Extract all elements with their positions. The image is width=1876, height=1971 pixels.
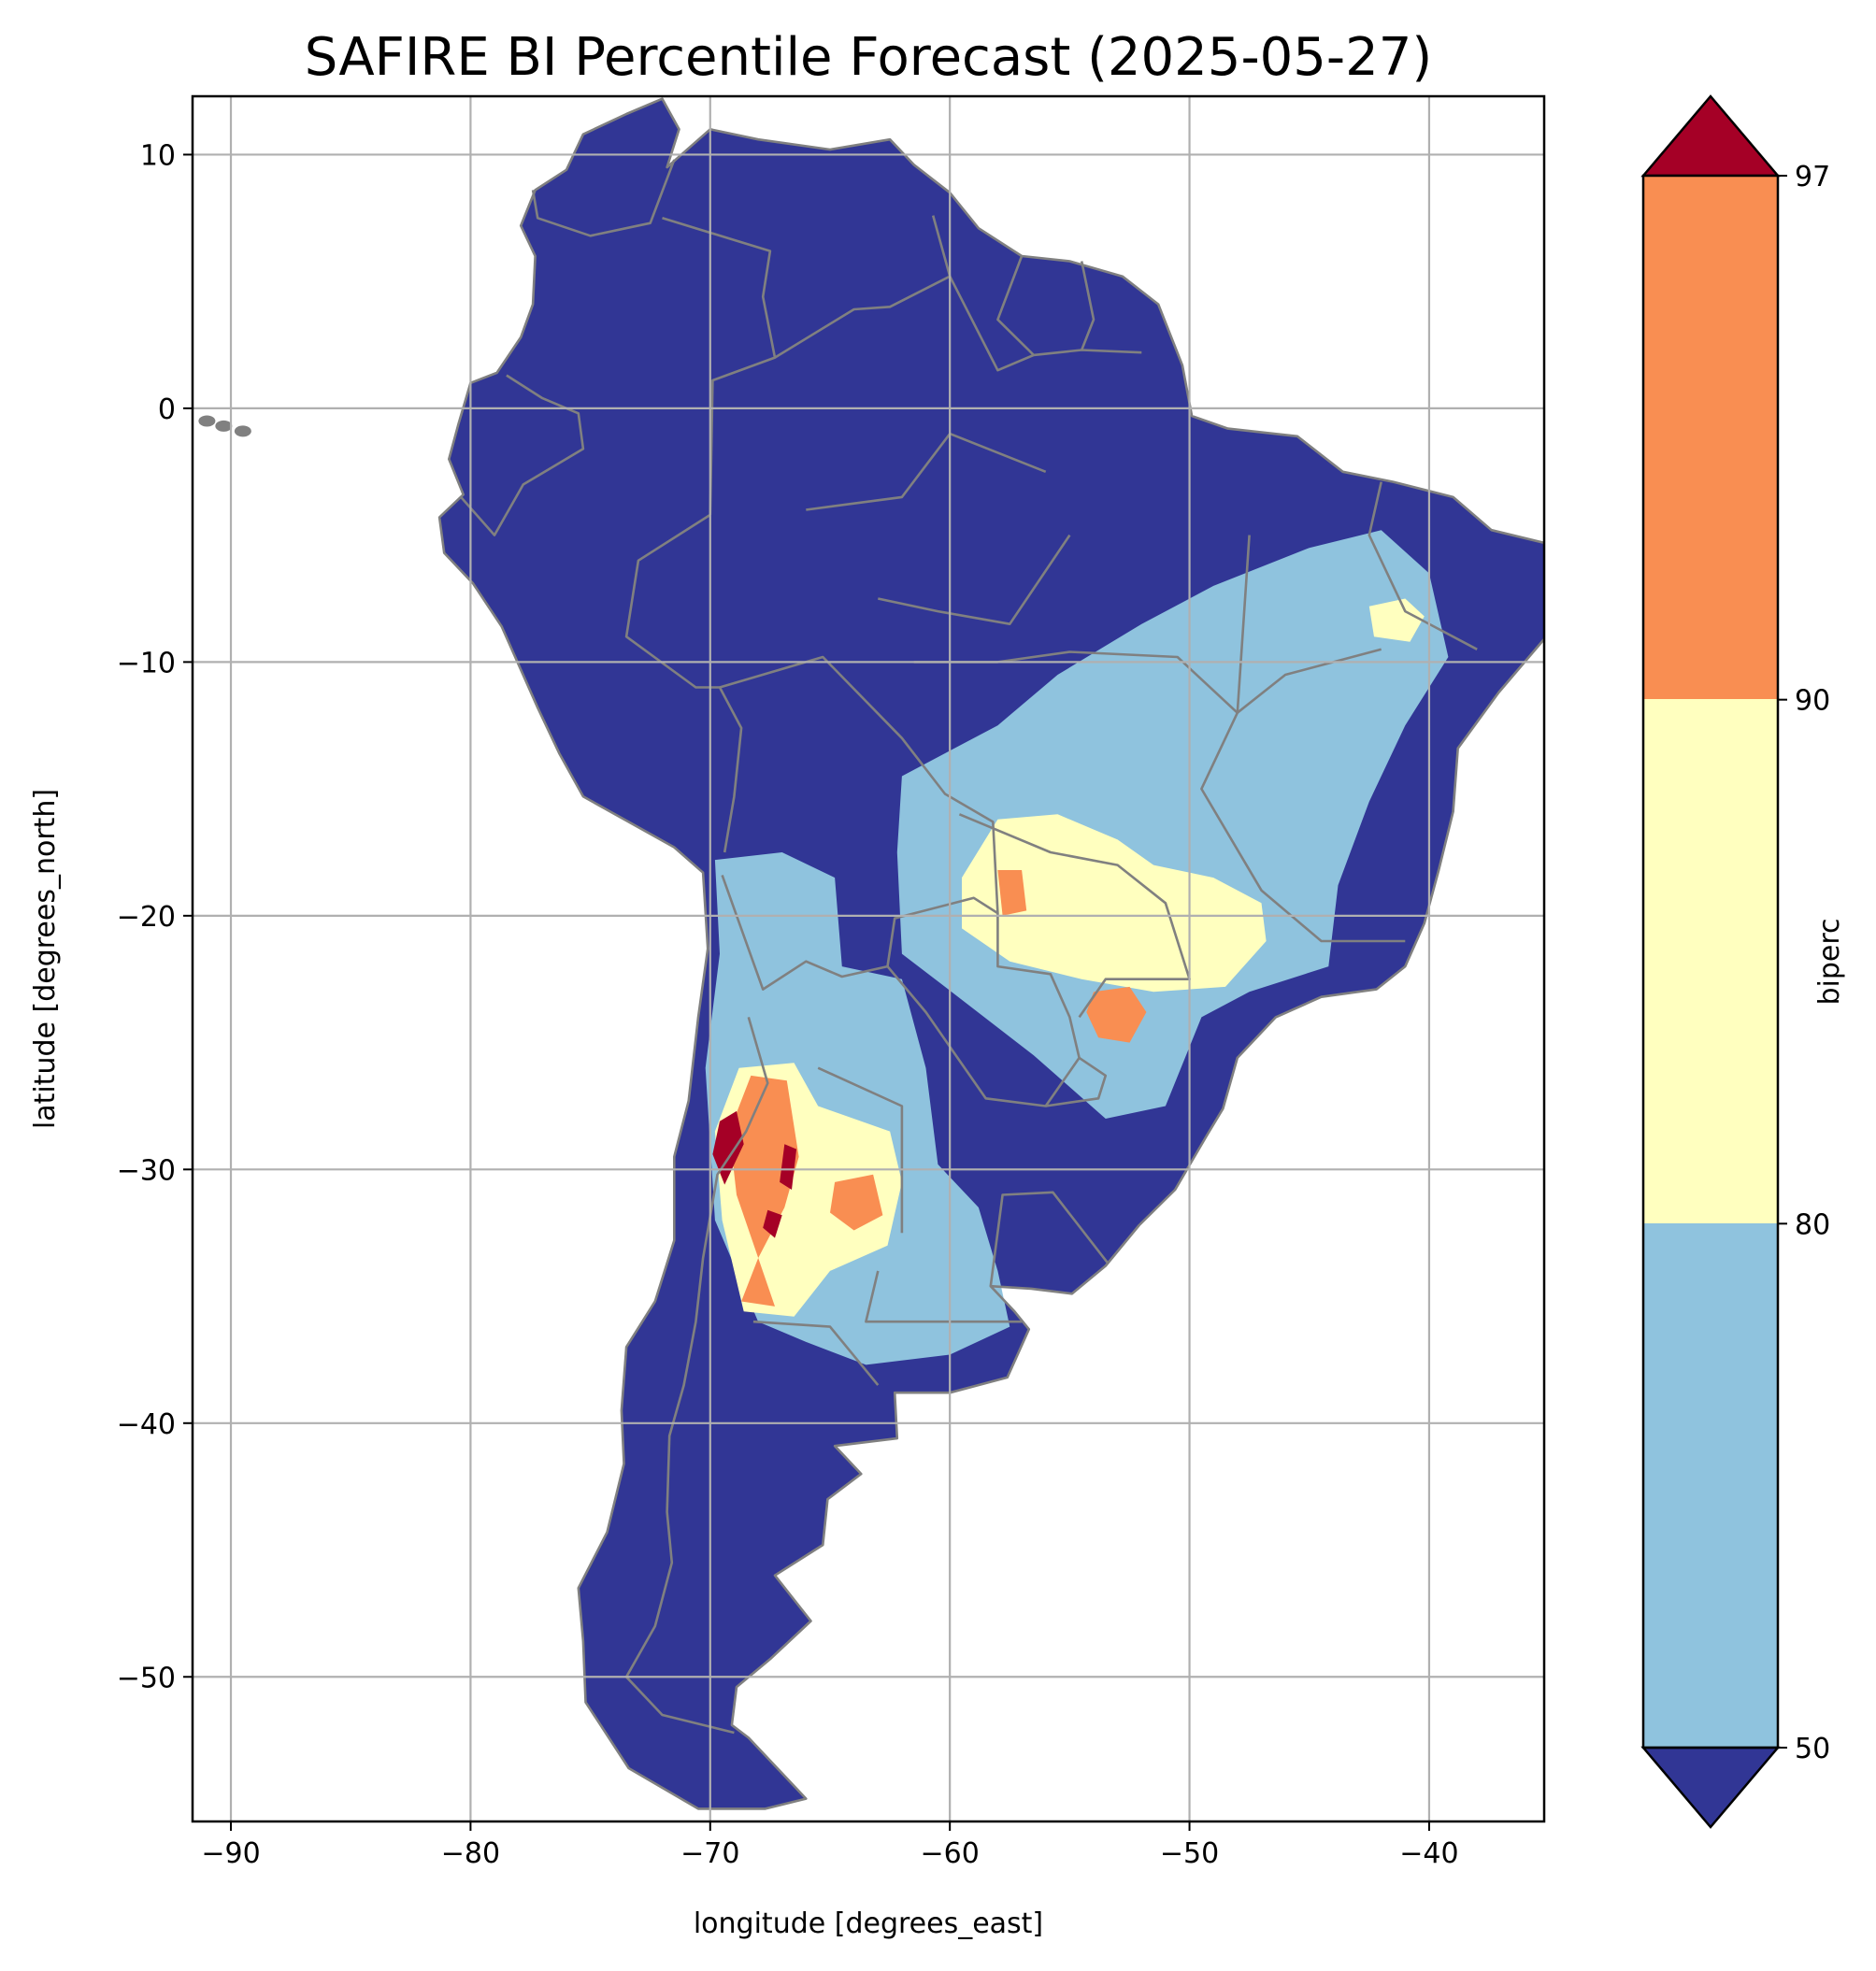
region-90-97-cordoba <box>830 1174 883 1231</box>
y-tick-label: −10 <box>117 647 176 679</box>
border-line <box>662 217 777 515</box>
x-axis-ticks: −90 −80 −70 −60 −50 −40 <box>201 1821 1459 1870</box>
y-tick-label: 10 <box>140 139 176 172</box>
border-line <box>1200 535 1406 943</box>
colorbar-frame <box>1641 174 1780 1750</box>
map-plot-area <box>193 96 1544 1821</box>
coastline <box>437 97 1544 1810</box>
border-line <box>865 1270 1023 1323</box>
region-90-97-mato-grosso <box>997 870 1027 916</box>
region-above-97-a <box>712 1110 744 1185</box>
border-line <box>624 1017 769 1735</box>
border-line <box>774 215 952 359</box>
chart-title: SAFIRE BI Percentile Forecast (2025-05-2… <box>305 27 1432 88</box>
x-tick-label: −70 <box>680 1837 739 1870</box>
colorbar: 50 80 90 97 biperc <box>1640 94 1846 1829</box>
colorbar-tick-label: 90 <box>1795 685 1830 718</box>
border-line <box>460 374 585 536</box>
border-line <box>719 655 999 991</box>
region-above-97-b <box>780 1144 797 1190</box>
y-axis-label: latitude [degrees_north] <box>29 789 62 1129</box>
border-line <box>958 813 1191 1019</box>
x-tick-label: −90 <box>201 1837 260 1870</box>
region-above-97-c <box>763 1209 782 1238</box>
land-regions <box>198 98 1544 1809</box>
x-tick-label: −40 <box>1399 1837 1458 1870</box>
border-line <box>1368 481 1478 650</box>
y-tick-label: −40 <box>117 1408 176 1441</box>
x-axis-label: longitude [degrees_east] <box>694 1907 1043 1940</box>
gridlines <box>193 96 1544 1821</box>
border-line <box>624 513 743 853</box>
island-mark <box>198 415 216 427</box>
colorbar-segment-80-90 <box>1643 699 1778 1223</box>
colorbar-extend-bottom <box>1640 1746 1781 1829</box>
island-mark <box>215 420 233 432</box>
y-tick-label: −50 <box>117 1662 176 1694</box>
border-line <box>752 1320 880 1386</box>
x-tick-label: −50 <box>1160 1837 1219 1870</box>
border-line <box>1045 1056 1108 1107</box>
admin-borders <box>437 97 1544 1810</box>
border-line <box>1080 261 1096 350</box>
border-line <box>989 1191 1110 1287</box>
y-axis-ticks: 10 0 −10 −20 −30 −40 −50 <box>117 139 193 1694</box>
y-tick-label: −20 <box>117 901 176 934</box>
x-tick-label: −60 <box>921 1837 980 1870</box>
colorbar-label: biperc <box>1813 918 1846 1005</box>
colorbar-tick-label: 80 <box>1795 1208 1830 1241</box>
border-line <box>817 1066 904 1234</box>
colorbar-segment-90-97 <box>1643 176 1778 699</box>
colorbar-segment-50-80 <box>1643 1223 1778 1748</box>
border-line <box>878 534 1071 625</box>
y-tick-label: 0 <box>158 393 176 426</box>
border-line <box>806 432 1047 511</box>
x-tick-label: −80 <box>441 1837 500 1870</box>
colorbar-tick-label: 97 <box>1795 161 1830 193</box>
colorbar-extend-top <box>1640 94 1781 178</box>
y-tick-label: −30 <box>117 1154 176 1187</box>
map-frame <box>191 94 1546 1823</box>
border-line <box>996 255 1035 356</box>
border-line <box>531 159 676 237</box>
region-90-97-parana <box>1086 986 1147 1043</box>
region-80-90-northeast-brazil <box>1368 598 1425 642</box>
island-mark <box>234 425 251 437</box>
colorbar-tick-label: 50 <box>1795 1733 1830 1765</box>
colorbar-ticks: 50 80 90 97 <box>1778 161 1830 1765</box>
region-90-97-larioja <box>729 1075 799 1307</box>
